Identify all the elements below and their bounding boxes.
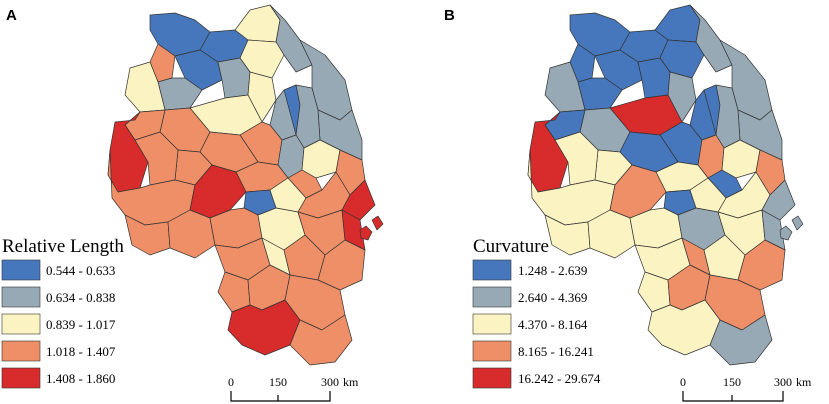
legend-b-class-3: 4.370 - 8.164 [518, 317, 588, 332]
legend-a-title: Relative Length [2, 236, 124, 257]
region [269, 4, 313, 73]
scale-b-tick-300: 300 [774, 375, 792, 389]
legend-b-title: Curvature [473, 236, 549, 257]
legend-a-class-4: 1.018 - 1.407 [46, 344, 116, 359]
legend-swatch [1, 259, 41, 281]
scale-b-line [682, 391, 784, 402]
panel-b: B [444, 4, 812, 402]
region [791, 215, 804, 231]
scale-b-tick-0: 0 [680, 375, 686, 389]
scale-b-tick-150: 150 [723, 375, 741, 389]
legend-swatch [1, 367, 41, 389]
legend-swatch [1, 313, 41, 335]
panel-a-letter: A [6, 7, 17, 24]
scale-b-unit: km [796, 375, 812, 389]
scale-a-unit: km [343, 375, 359, 389]
legend-a-class-2: 0.634 - 0.838 [46, 290, 115, 305]
legend-swatch [1, 286, 41, 308]
legend-swatch [472, 313, 512, 335]
scale-bar-a: 0 150 300 km [228, 375, 359, 402]
region [371, 215, 384, 231]
legend-b-class-2: 2.640 - 4.369 [518, 290, 587, 305]
legend-a-class-1: 0.544 - 0.633 [46, 263, 115, 278]
legend-swatch [472, 259, 512, 281]
legend-b-class-1: 1.248 - 2.639 [518, 263, 587, 278]
region [779, 225, 793, 241]
region [341, 179, 376, 221]
region [667, 71, 697, 123]
map-b [527, 4, 804, 366]
legend-swatch [472, 340, 512, 362]
scale-a-tick-300: 300 [321, 375, 339, 389]
legend-b-class-5: 16.242 - 29.674 [518, 371, 601, 386]
legend-b: Curvature 1.248 - 2.639 2.640 - 4.369 4.… [472, 236, 601, 389]
legend-swatch [1, 340, 41, 362]
legend-swatch [472, 367, 512, 389]
scale-a-line [230, 391, 331, 402]
region [689, 4, 733, 73]
region [709, 314, 773, 366]
legend-a-class-5: 1.408 - 1.860 [46, 371, 115, 386]
legend-a: Relative Length 0.544 - 0.633 0.634 - 0.… [1, 236, 124, 389]
legend-swatch [472, 286, 512, 308]
scale-a-tick-0: 0 [228, 375, 234, 389]
region [761, 179, 796, 221]
panel-a: A [1, 4, 384, 402]
region [289, 314, 353, 366]
panel-b-letter: B [444, 7, 455, 24]
map-a [107, 4, 384, 366]
scale-bar-b: 0 150 300 km [680, 375, 812, 402]
scale-a-tick-150: 150 [269, 375, 287, 389]
region [359, 225, 373, 241]
legend-b-class-4: 8.165 - 16.241 [518, 344, 594, 359]
region [247, 71, 277, 123]
legend-a-class-3: 0.839 - 1.017 [46, 317, 116, 332]
